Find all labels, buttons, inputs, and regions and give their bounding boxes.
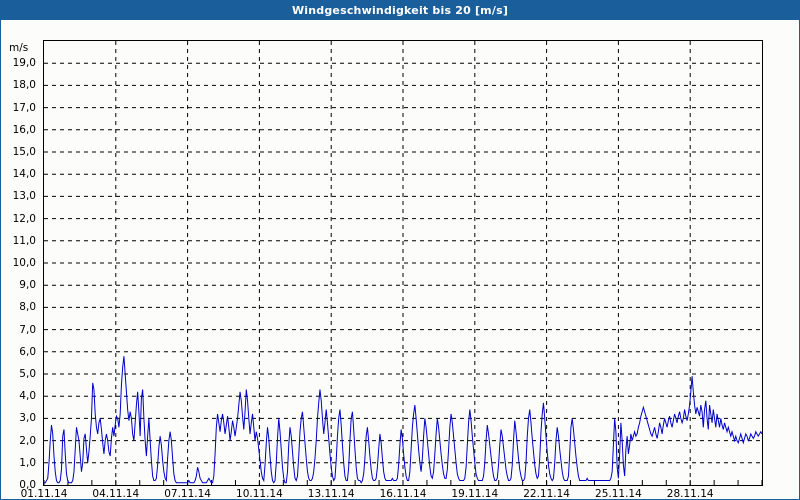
y-axis-tick-label: 1,0 — [19, 456, 36, 469]
y-axis-tick-label: 9,0 — [19, 279, 36, 292]
y-axis-tick-label: 2,0 — [19, 434, 36, 447]
y-axis-tick-label: 10,0 — [12, 257, 36, 269]
x-axis-tick-label: 07.11.14 — [164, 488, 211, 500]
chart-title-bar: Windgeschwindigkeit bis 20 [m/s] — [1, 1, 799, 20]
x-axis-tick-label: 22.11.14 — [523, 488, 570, 500]
y-axis-tick-label: 5,0 — [19, 368, 36, 380]
y-axis-tick-label: 4,0 — [19, 390, 36, 403]
y-axis-tick-label: 7,0 — [19, 323, 36, 336]
y-axis-tick-label: 14,0 — [12, 168, 36, 181]
page-title: Windgeschwindigkeit bis 20 [m/s] — [291, 4, 509, 17]
y-axis-tick-label: 12,0 — [12, 212, 36, 225]
x-axis-tick-label: 01.11.14 — [20, 488, 68, 500]
y-axis-tick-label: 8,0 — [19, 301, 36, 314]
x-axis-tick-label: 13.11.14 — [307, 488, 355, 500]
y-axis-tick-label: 11,0 — [12, 234, 36, 247]
plot-container: m/s 0,0 1,0 2,0 3,0 4,0 5,0 6,0 7,0 8,0 9,0 10,0 11… — [1, 20, 799, 500]
y-axis-tick-label: 17,0 — [12, 101, 36, 114]
y-axis-unit-label: m/s — [9, 42, 29, 54]
x-axis-tick-label: 19.11.14 — [451, 488, 499, 500]
x-axis-tick-label: 28.11.14 — [666, 488, 714, 500]
x-axis-tick-label: 16.11.14 — [379, 488, 427, 500]
chart-svg — [44, 41, 762, 485]
axis-ticks — [44, 480, 762, 485]
y-axis-tick-label: 16,0 — [12, 123, 36, 136]
y-axis-tick-label: 13,0 — [12, 190, 36, 203]
y-axis-tick-label: 18,0 — [12, 79, 36, 92]
x-axis-tick-label: 04.11.14 — [92, 488, 140, 500]
y-axis-tick-label: 6,0 — [19, 345, 36, 358]
x-axis-tick-label: 10.11.14 — [236, 488, 283, 500]
gridlines — [44, 41, 762, 485]
y-axis-tick-label: 15,0 — [12, 146, 36, 158]
y-axis-tick-label: 3,0 — [19, 412, 36, 425]
x-axis-tick-label: 25.11.14 — [595, 488, 642, 500]
y-axis-tick-label: 19,0 — [12, 57, 36, 70]
wind-speed-line — [44, 356, 762, 484]
y-axis-tick-label: 0,0 — [19, 479, 36, 491]
plot-area — [43, 40, 763, 486]
